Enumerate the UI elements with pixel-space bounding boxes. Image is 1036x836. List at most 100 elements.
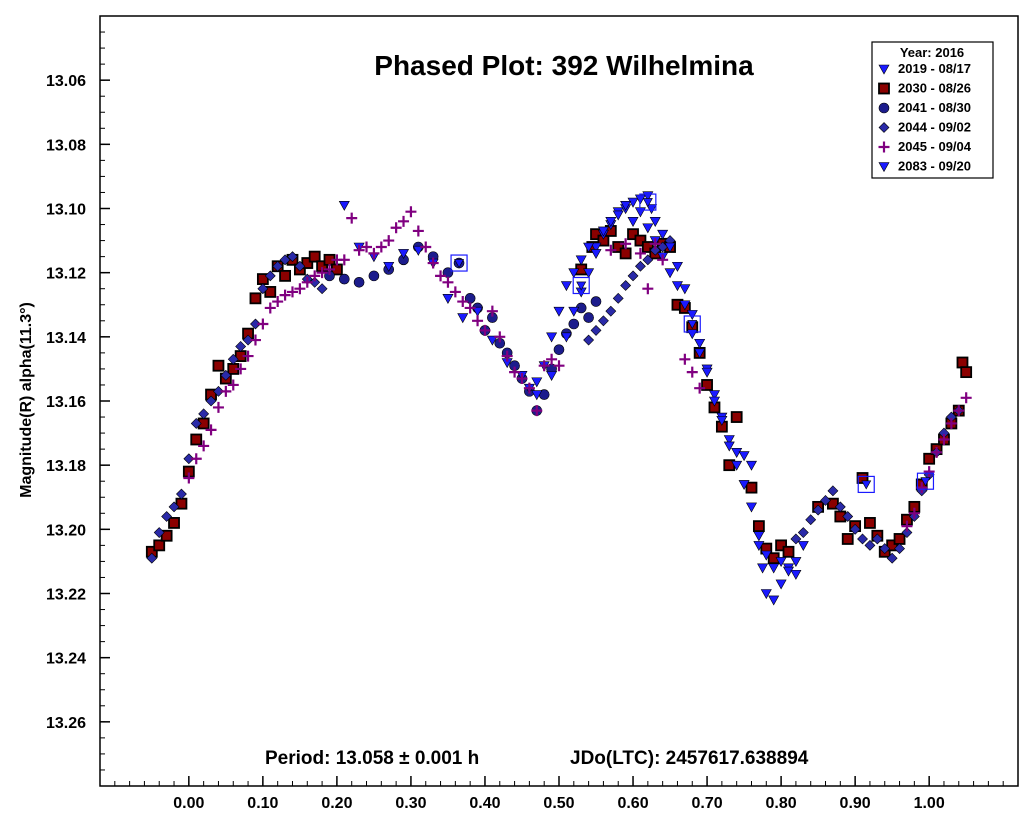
data-point-triangle-down (768, 563, 780, 574)
highlight-box (572, 276, 590, 295)
data-point-square (641, 241, 654, 253)
y-tick-label: 13.14 (46, 330, 86, 347)
highlight-box (450, 254, 468, 272)
y-axis-label: Magnitude(R) alpha(11.3°) (18, 302, 35, 498)
data-point-plus (412, 225, 424, 237)
data-point-diamond (153, 527, 165, 538)
data-point-square (775, 539, 787, 552)
data-point-diamond (257, 283, 269, 295)
legend-entry-label: 2044 - 09/02 (898, 120, 971, 135)
data-point-plus (212, 401, 224, 413)
highlight-box (683, 315, 701, 333)
data-point-highlighted (576, 281, 587, 291)
data-point-plus (605, 244, 617, 256)
data-point-diamond (227, 353, 239, 365)
data-point-triangle-down (731, 448, 743, 458)
data-point-diamond (797, 527, 809, 538)
y-tick-label: 13.10 (46, 202, 86, 219)
data-point-plus (427, 257, 439, 269)
data-point-triangle-down (383, 261, 395, 272)
data-point-plus (420, 241, 432, 253)
data-point-square (745, 481, 758, 494)
data-point-highlighted (920, 477, 931, 487)
data-point-triangle-down (790, 569, 802, 580)
y-tick-label: 13.08 (46, 137, 86, 154)
data-point-diamond (309, 276, 321, 288)
data-point-square (634, 234, 647, 247)
data-point-triangle-down (694, 338, 706, 349)
y-tick-label: 13.06 (46, 73, 86, 90)
data-point-plus (190, 453, 202, 465)
data-point-square (864, 517, 876, 529)
data-point-square (612, 241, 625, 253)
y-tick-label: 13.16 (46, 394, 86, 411)
data-point-diamond (146, 552, 158, 564)
legend-entry-label: 2041 - 08/30 (898, 100, 971, 115)
data-point-plus (546, 353, 558, 365)
data-point-plus (516, 373, 528, 385)
y-tick-label: 13.26 (46, 715, 86, 732)
x-tick-label: 0.80 (766, 795, 797, 812)
legend-box (871, 41, 994, 179)
data-point-diamond (213, 385, 224, 397)
data-point-diamond (294, 260, 306, 272)
data-point-diamond (605, 305, 617, 317)
legend-marker-triangle-down (878, 64, 890, 75)
epoch-label: JDo(LTC): 2457617.638894 (570, 748, 809, 769)
legend-entry-label: 2019 - 08/17 (898, 61, 971, 76)
data-point-triangle-down (646, 204, 658, 215)
data-point-triangle-down (568, 268, 580, 279)
data-point-highlighted (642, 198, 653, 208)
data-point-triangle-down (723, 441, 735, 452)
data-point-plus (938, 434, 950, 445)
data-point-plus (634, 247, 646, 259)
data-point-diamond (827, 485, 839, 497)
highlight-box (857, 475, 875, 494)
data-point-triangle-down (605, 217, 617, 227)
chart-title: Phased Plot: 392 Wilhelmina (374, 50, 754, 81)
data-point-plus (501, 350, 513, 362)
x-tick-label: 0.40 (469, 795, 500, 812)
data-point-triangle-down (560, 281, 572, 292)
data-point-diamond (583, 334, 595, 346)
legend-marker-circle (878, 102, 890, 114)
data-point-plus (531, 405, 543, 417)
data-point-diamond (190, 418, 202, 429)
y-tick-label: 13.12 (46, 266, 86, 283)
x-tick-label: 0.50 (543, 795, 574, 812)
data-point-triangle-down (694, 348, 706, 359)
data-point-diamond (857, 533, 868, 545)
highlight-box (639, 193, 657, 211)
legend-entry-label: 2045 - 09/04 (898, 139, 972, 154)
data-point-triangle-down (757, 563, 769, 574)
legend-entries: 2019 - 08/17 2030 - 08/26 2041 - 08/30 2044… (878, 61, 972, 174)
data-point-square (168, 517, 180, 529)
data-point-plus (901, 520, 913, 532)
data-point-plus (931, 446, 943, 458)
x-tick-label: 0.10 (247, 795, 278, 812)
legend-title: Year: 2016 (900, 45, 964, 60)
data-point-highlighted (687, 320, 698, 330)
data-point-diamond (620, 280, 632, 291)
y-tick-label: 13.20 (46, 522, 86, 539)
data-point-plus (220, 385, 232, 397)
data-point-diamond (176, 488, 187, 500)
y-tick-label: 13.24 (46, 651, 86, 668)
data-point-square (960, 366, 973, 379)
data-point-triangle-down (664, 268, 676, 279)
data-point-triangle-down (790, 557, 802, 568)
data-point-diamond (279, 254, 291, 266)
data-point-plus (279, 289, 291, 301)
data-point-plus (309, 270, 321, 282)
data-point-triangle-down (738, 480, 750, 491)
legend-entry-label: 2083 - 09/20 (898, 159, 971, 174)
data-point-plus (457, 296, 469, 308)
period-label: Period: 13.058 ± 0.001 h (265, 748, 479, 769)
data-point-plus (242, 350, 254, 362)
data-point-plus (649, 238, 661, 250)
data-point-plus (642, 283, 654, 295)
data-point-diamond (812, 504, 824, 516)
x-tick-label: 0.30 (395, 795, 426, 812)
data-point-plus (383, 235, 395, 247)
data-point-diamond (597, 315, 609, 327)
